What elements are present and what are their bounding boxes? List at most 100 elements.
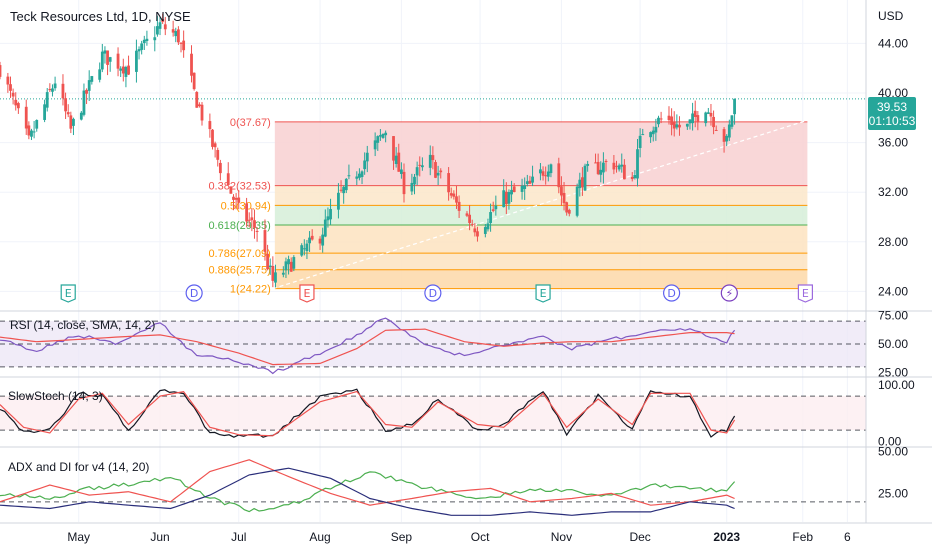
bar-countdown: 01:10:53: [869, 114, 916, 128]
event-marker[interactable]: E: [299, 284, 315, 303]
candle: [45, 88, 49, 112]
y-tick-label: 50.00: [878, 444, 908, 458]
candle: [612, 155, 616, 175]
candle: [9, 76, 12, 98]
fib-level-label: 0.382(32.53): [208, 181, 270, 193]
candle: [305, 239, 309, 260]
candle: [163, 16, 167, 36]
event-marker[interactable]: D: [185, 284, 203, 302]
candle: [685, 123, 689, 130]
event-marker[interactable]: D: [424, 284, 442, 302]
indicator-line: [0, 467, 735, 516]
candle: [541, 166, 545, 181]
fib-retracement: 0(37.67)0.382(32.53)0.5(30.94)0.618(29.3…: [208, 117, 808, 296]
candle: [27, 121, 31, 140]
candle: [263, 219, 267, 261]
candle: [124, 65, 128, 88]
candle: [226, 162, 230, 186]
candle: [730, 115, 734, 130]
candle: [733, 98, 736, 125]
candle: [575, 183, 579, 218]
candle: [179, 42, 183, 53]
fib-zone: [274, 253, 808, 270]
event-marker-label: D: [429, 287, 437, 300]
candle: [100, 43, 104, 73]
candle: [633, 170, 637, 180]
event-marker[interactable]: E: [535, 284, 551, 303]
x-tick-label: Aug: [309, 530, 330, 544]
candle: [90, 75, 94, 85]
candle: [318, 236, 322, 250]
candle: [268, 258, 272, 275]
candle: [161, 13, 165, 24]
candle: [82, 83, 86, 117]
fib-level-label: 0(37.67): [230, 117, 271, 129]
event-marker-label: E: [802, 287, 809, 300]
candle: [392, 136, 395, 170]
candle: [247, 212, 251, 228]
candle: [137, 46, 141, 60]
fib-level-label: 0.786(27.09): [208, 248, 270, 260]
candle: [373, 132, 377, 157]
candle: [347, 164, 351, 180]
candle: [302, 239, 306, 256]
adx-pane-title: ADX and DI for v4 (14, 20): [8, 460, 149, 474]
candle: [544, 166, 548, 185]
candle: [232, 194, 235, 211]
candle: [255, 227, 259, 242]
candle: [476, 226, 479, 242]
candle: [436, 165, 440, 186]
candle: [565, 201, 569, 216]
candle: [0, 61, 2, 80]
event-marker-label: E: [65, 287, 72, 300]
candle: [657, 115, 660, 128]
candle: [384, 130, 388, 143]
candle: [140, 40, 144, 55]
candle: [601, 152, 605, 184]
candle: [712, 110, 715, 135]
candle: [491, 201, 495, 213]
chart-title: Teck Resources Ltd, 1D, NYSE: [10, 9, 191, 24]
event-markers[interactable]: E D E D E D ⚡ E: [60, 284, 814, 303]
candle: [594, 153, 597, 164]
event-marker[interactable]: E: [60, 284, 76, 303]
x-tick-label: Sep: [391, 530, 413, 544]
indicator-line: [0, 328, 735, 366]
event-marker[interactable]: E: [797, 284, 814, 303]
candle: [410, 173, 414, 195]
indicator-line: [0, 459, 735, 506]
event-marker-label: ⚡: [725, 287, 733, 300]
price-badge: 39.53 01:10:53: [868, 97, 916, 130]
candle: [725, 134, 729, 147]
candle: [156, 15, 159, 37]
y-tick-label: 50.00: [878, 337, 908, 351]
y-tick-label: 28.00: [878, 235, 908, 249]
y-tick-label: 36.00: [878, 136, 908, 150]
y-tick-label: 75.00: [878, 308, 908, 322]
candle: [229, 186, 233, 194]
candle: [399, 162, 403, 179]
candle: [654, 118, 658, 141]
candle: [195, 91, 199, 108]
stoch-pane-title: SlowStoch (14, 3): [8, 389, 103, 403]
fib-level-label: 0.886(25.75): [208, 265, 270, 277]
candle: [630, 172, 634, 182]
candle: [66, 104, 70, 118]
event-marker[interactable]: D: [663, 284, 681, 302]
candle: [604, 159, 608, 172]
candle: [16, 101, 20, 114]
candle: [678, 116, 681, 136]
event-marker[interactable]: ⚡: [720, 284, 738, 302]
candle: [483, 223, 487, 238]
y-tick-label: 44.00: [878, 36, 908, 50]
candle: [266, 244, 269, 271]
currency-label: USD: [878, 9, 904, 23]
candle: [510, 180, 513, 203]
candle: [292, 255, 296, 272]
candle: [171, 20, 175, 37]
candle: [30, 128, 33, 141]
candle: [145, 30, 149, 46]
candle: [706, 107, 710, 115]
fib-level-label: 1(24.22): [230, 284, 271, 296]
candle: [245, 197, 249, 227]
